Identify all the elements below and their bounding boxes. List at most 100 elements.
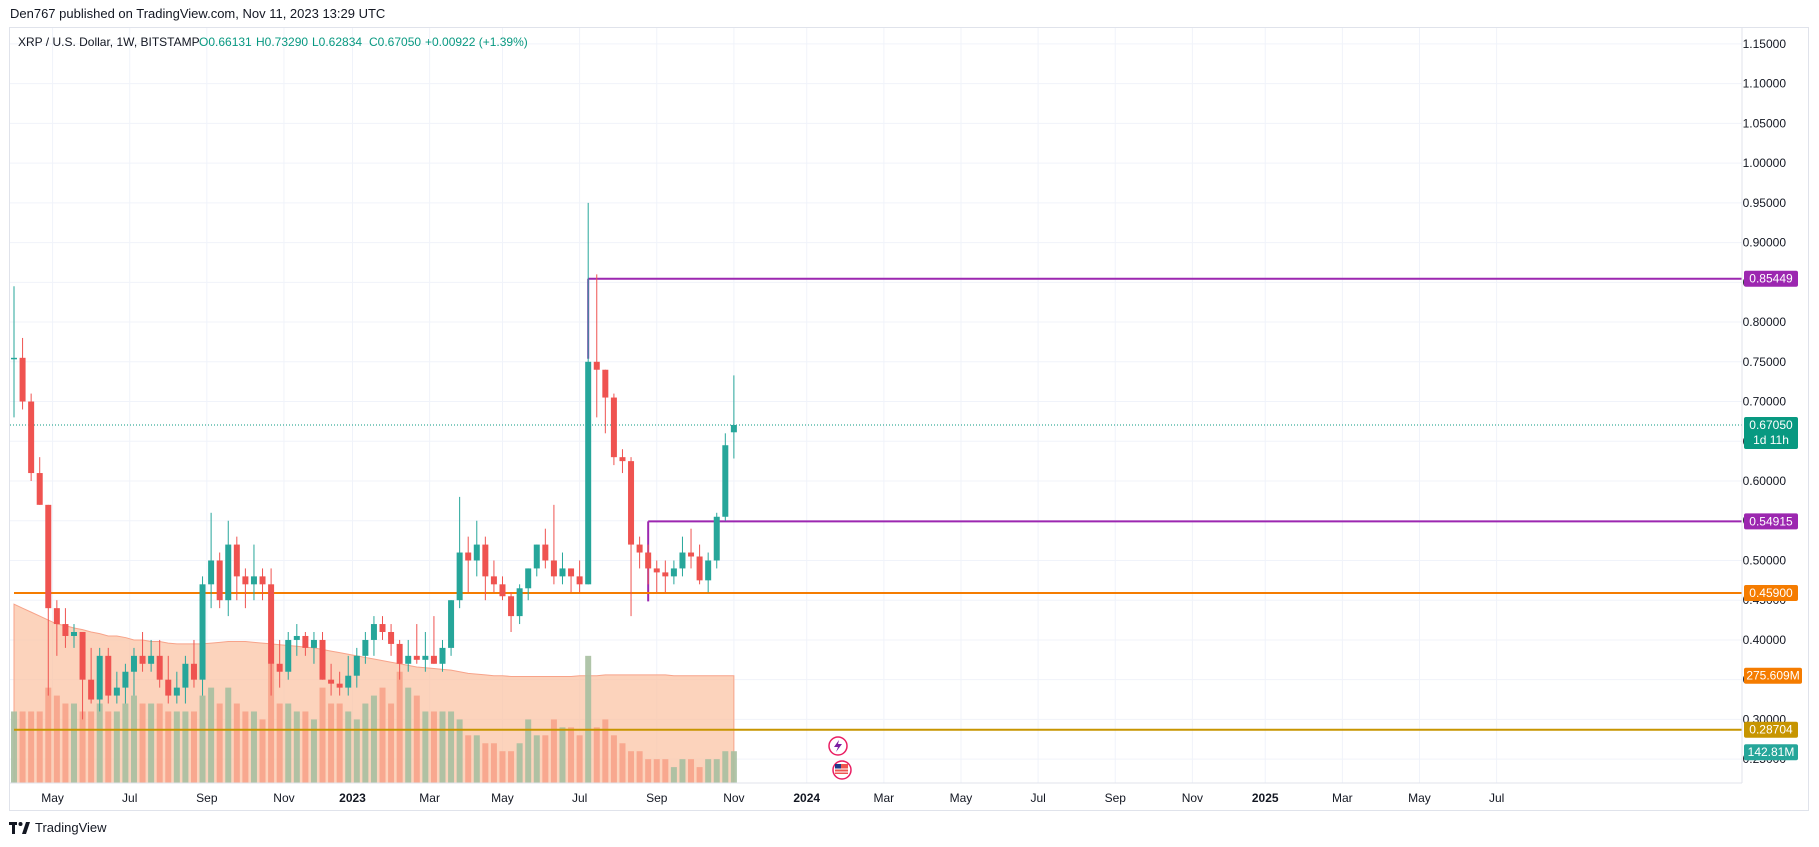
candles[interactable]	[11, 202, 737, 720]
candle-body[interactable]	[328, 679, 335, 684]
candle-body[interactable]	[542, 544, 549, 561]
candle-body[interactable]	[105, 655, 112, 696]
candle-body[interactable]	[628, 461, 635, 545]
candle-body[interactable]	[225, 544, 232, 601]
candle-body[interactable]	[173, 687, 180, 696]
candle-body[interactable]	[550, 560, 557, 577]
candle-body[interactable]	[508, 596, 515, 617]
candle-body[interactable]	[688, 552, 695, 557]
candle-body[interactable]	[396, 643, 403, 664]
candle-body[interactable]	[730, 424, 737, 433]
candle-body[interactable]	[36, 473, 43, 505]
candle-body[interactable]	[242, 576, 249, 585]
candle-body[interactable]	[379, 624, 386, 632]
candle-body[interactable]	[448, 600, 455, 648]
candle-body[interactable]	[370, 624, 377, 640]
candle-body[interactable]	[216, 560, 223, 601]
volume-bar	[62, 703, 69, 783]
candle-body[interactable]	[319, 639, 326, 680]
candle-body[interactable]	[302, 635, 309, 648]
candle-body[interactable]	[422, 655, 429, 660]
candle-body[interactable]	[199, 584, 206, 680]
candle-body[interactable]	[490, 576, 497, 585]
candle-body[interactable]	[705, 560, 712, 581]
candle-body[interactable]	[96, 655, 103, 700]
candle-body[interactable]	[362, 639, 369, 656]
candle-body[interactable]	[559, 568, 566, 577]
candle-body[interactable]	[499, 584, 506, 597]
candle-body[interactable]	[516, 588, 523, 617]
candle-body[interactable]	[268, 584, 275, 664]
candle-body[interactable]	[722, 445, 729, 517]
candle-body[interactable]	[148, 655, 155, 664]
candle-body[interactable]	[345, 675, 352, 688]
candle-body[interactable]	[259, 576, 266, 585]
flag-icon[interactable]	[832, 760, 852, 780]
candle-body[interactable]	[670, 568, 677, 577]
candle-body[interactable]	[276, 663, 283, 672]
candle-body[interactable]	[602, 369, 609, 398]
candle-body[interactable]	[388, 632, 395, 644]
candle-body[interactable]	[208, 560, 215, 585]
candle-body[interactable]	[525, 568, 532, 589]
candle-body[interactable]	[413, 655, 420, 660]
candle-body[interactable]	[250, 576, 257, 585]
candle-body[interactable]	[593, 361, 600, 370]
volume-bar	[422, 711, 429, 783]
candle-body[interactable]	[285, 639, 292, 672]
candle-body[interactable]	[79, 632, 86, 680]
candle-body[interactable]	[576, 576, 583, 585]
candle-body[interactable]	[645, 552, 652, 569]
candle-body[interactable]	[139, 655, 146, 664]
candle-body[interactable]	[122, 671, 129, 688]
candle-body[interactable]	[585, 361, 592, 585]
candle-body[interactable]	[405, 655, 412, 664]
candle-body[interactable]	[430, 655, 437, 664]
candle-body[interactable]	[568, 568, 575, 577]
candle-body[interactable]	[482, 544, 489, 577]
candle-body[interactable]	[182, 663, 189, 688]
candle-body[interactable]	[636, 544, 643, 553]
candle-body[interactable]	[62, 624, 69, 636]
candle-body[interactable]	[190, 663, 197, 680]
candle-body[interactable]	[533, 544, 540, 569]
candle-body[interactable]	[662, 572, 669, 577]
candle-body[interactable]	[353, 655, 360, 676]
volume-bar	[362, 703, 369, 783]
price-tick-label: 0.70000	[1743, 395, 1787, 409]
candle-body[interactable]	[165, 679, 172, 696]
tradingview-brand[interactable]: TradingView	[9, 820, 107, 835]
candle-body[interactable]	[473, 544, 480, 561]
price-axis[interactable]: 1.15000 1.10000 1.05000 1.00000 0.95000 0.900…	[1741, 28, 1802, 783]
candle-body[interactable]	[130, 655, 137, 672]
candle-body[interactable]	[28, 401, 35, 474]
candle-body[interactable]	[696, 556, 703, 581]
candle-body[interactable]	[610, 397, 617, 458]
volume-bar	[156, 703, 163, 783]
candle-body[interactable]	[45, 504, 52, 609]
candle-body[interactable]	[70, 632, 77, 636]
candle-body[interactable]	[439, 647, 446, 664]
candle-body[interactable]	[156, 655, 163, 680]
volume-bar	[456, 719, 463, 783]
candle-body[interactable]	[88, 679, 95, 700]
time-axis[interactable]: May Jul Sep Nov 2023 Mar May Jul Sep Nov 2024 Mar Ma…	[10, 782, 1742, 805]
candle-body[interactable]	[336, 683, 343, 688]
candle-body[interactable]	[11, 357, 17, 360]
candle-body[interactable]	[679, 552, 686, 569]
candle-body[interactable]	[310, 639, 317, 648]
candle-body[interactable]	[619, 457, 626, 462]
candle-body[interactable]	[293, 635, 300, 640]
candle-body[interactable]	[713, 516, 720, 561]
candle-body[interactable]	[456, 552, 463, 601]
candle-body[interactable]	[465, 552, 472, 561]
candle-body[interactable]	[653, 568, 660, 573]
chart-frame[interactable]	[9, 27, 1809, 811]
candle-body[interactable]	[19, 357, 26, 402]
candle-body[interactable]	[53, 608, 60, 625]
candle-body[interactable]	[113, 687, 120, 696]
earnings-icon[interactable]	[828, 736, 848, 756]
event-icons[interactable]	[828, 736, 852, 780]
candle-body[interactable]	[233, 544, 240, 577]
